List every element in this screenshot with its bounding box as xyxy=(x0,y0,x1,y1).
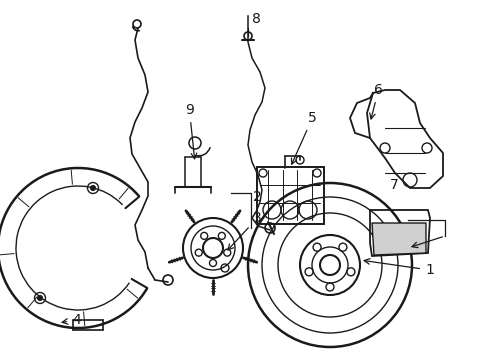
FancyBboxPatch shape xyxy=(257,167,324,224)
Text: 4: 4 xyxy=(62,313,81,327)
Polygon shape xyxy=(369,210,429,256)
Text: 9: 9 xyxy=(184,103,196,159)
Text: 5: 5 xyxy=(291,111,316,164)
Polygon shape xyxy=(371,223,425,255)
Text: 3: 3 xyxy=(227,211,261,250)
Text: 6: 6 xyxy=(369,83,382,119)
Text: 7: 7 xyxy=(389,178,398,192)
Circle shape xyxy=(38,296,42,301)
Text: 8: 8 xyxy=(251,12,260,26)
Text: 2: 2 xyxy=(252,190,261,204)
Circle shape xyxy=(90,185,95,190)
Text: 1: 1 xyxy=(364,258,433,277)
